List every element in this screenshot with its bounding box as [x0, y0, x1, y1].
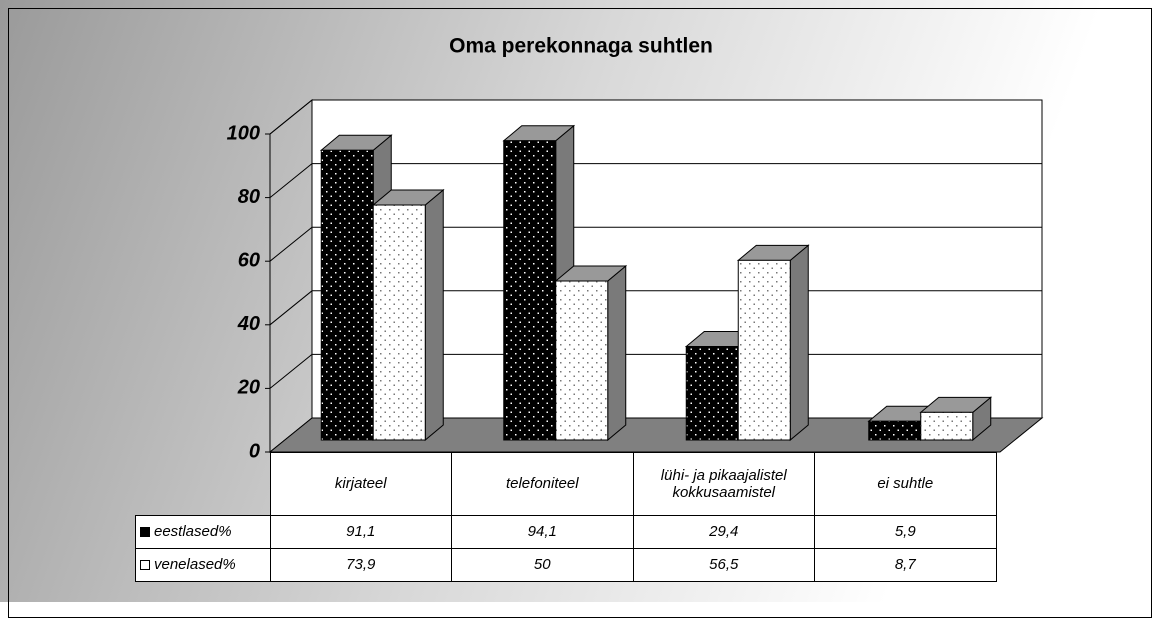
table-corner [135, 452, 271, 516]
category-cell: lühi- ja pikaajalistel kokkusaamistel [632, 452, 815, 516]
side-wall [269, 98, 313, 454]
bar [685, 346, 739, 441]
bar [372, 204, 426, 441]
legend-label: venelased% [154, 556, 236, 573]
chart: Oma perekonnaga suhtlen 0 20 40 60 80 100 [227, 35, 1044, 462]
category-cell: ei suhtle [814, 452, 997, 516]
y-tick-label: 0 [249, 440, 260, 462]
category-cell: telefoniteel [451, 452, 634, 516]
bar [868, 420, 922, 441]
y-tick-label: 20 [237, 377, 260, 399]
bar [920, 411, 974, 441]
legend-key [140, 560, 150, 570]
category-cell: kirjateel [269, 452, 452, 516]
y-tick-label: 100 [227, 122, 260, 144]
grid-line [269, 226, 1042, 262]
bar [320, 149, 374, 441]
value-cell: 73,9 [269, 547, 452, 582]
bar [503, 140, 557, 441]
y-tick-label: 80 [238, 186, 260, 208]
bar [737, 259, 791, 441]
legend-key [140, 527, 150, 537]
y-tick-label: 60 [238, 249, 260, 271]
value-cell: 56,5 [632, 547, 815, 582]
table-row: eestlased% 91,1 94,1 29,4 5,9 [135, 514, 997, 549]
table-row: venelased% 73,9 50 56,5 8,7 [135, 547, 997, 582]
y-tick-label: 40 [237, 313, 260, 335]
value-cell: 5,9 [814, 514, 997, 549]
grid-line [269, 163, 1042, 198]
data-table: kirjateel telefoniteel lühi- ja pikaajalis… [135, 452, 997, 582]
chart-title: Oma perekonnaga suhtlen [449, 35, 713, 58]
value-cell: 94,1 [451, 514, 634, 549]
value-cell: 8,7 [814, 547, 997, 582]
bar-side [607, 264, 627, 442]
bar-side [424, 188, 444, 442]
legend-cell: venelased% [135, 547, 271, 582]
value-cell: 50 [451, 547, 634, 582]
grid-line [269, 99, 1042, 135]
bar-side [789, 244, 809, 442]
table-row: kirjateel telefoniteel lühi- ja pikaajalis… [135, 452, 997, 516]
legend-label: eestlased% [154, 523, 232, 540]
floor [268, 417, 1044, 453]
legend-cell: eestlased% [135, 514, 271, 549]
value-cell: 91,1 [269, 514, 452, 549]
bar [555, 280, 609, 441]
value-cell: 29,4 [632, 514, 815, 549]
